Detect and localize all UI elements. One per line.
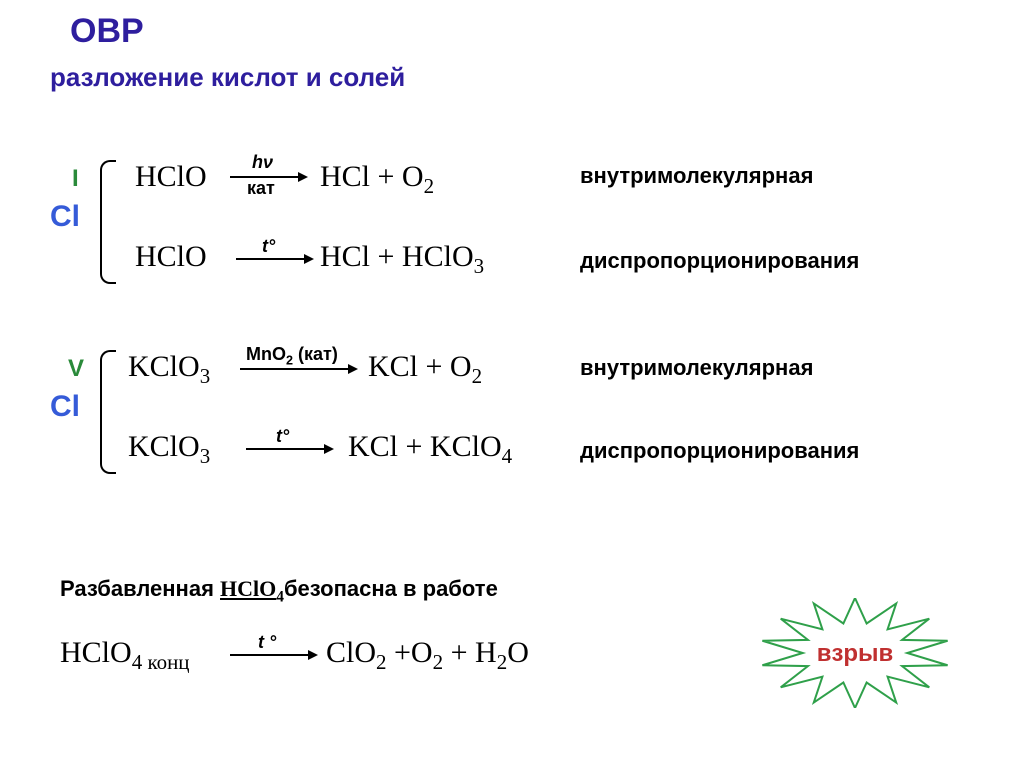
reaction-annotation: внутримолекулярная: [580, 163, 813, 189]
arrow-line: [236, 258, 306, 260]
group-brace: [100, 160, 116, 284]
oxidation-label: V: [68, 355, 84, 383]
final-cond: t °: [258, 632, 276, 653]
burst-svg: взрыв: [760, 598, 950, 708]
final-arrow-line: [230, 654, 310, 656]
arrow-condition-top: hν: [252, 152, 273, 173]
reaction-rhs: HCl + O2: [320, 160, 434, 199]
explosion-burst: взрыв: [760, 598, 950, 713]
arrow-condition-top: t°: [276, 426, 289, 447]
final-lhs: HClO4 конц: [60, 636, 190, 675]
reaction-lhs: KClO3: [128, 430, 210, 469]
cl-label: Cl: [50, 390, 80, 424]
arrow-condition-top: MnO2 (кат): [246, 344, 338, 368]
cl-label: Cl: [50, 200, 80, 234]
reaction-lhs: KClO3: [128, 350, 210, 389]
reaction-lhs: HClO: [135, 240, 207, 274]
reaction-annotation: диспропорционирования: [580, 438, 859, 464]
arrow-line: [240, 368, 350, 370]
oxidation-label: I: [72, 165, 79, 193]
reaction-rhs: HCl + HClO3: [320, 240, 484, 279]
arrow-condition-bottom: кат: [247, 178, 275, 199]
arrow-head: [324, 444, 334, 454]
reaction-annotation: диспропорционирования: [580, 248, 859, 274]
reaction-rhs: KCl + KClO4: [348, 430, 512, 469]
arrow-line: [246, 448, 326, 450]
reaction-rhs: KCl + O2: [368, 350, 482, 389]
arrow-head: [304, 254, 314, 264]
subtitle: разложение кислот и солей: [50, 62, 405, 93]
final-arrow-head: [308, 650, 318, 660]
group-brace: [100, 350, 116, 474]
note-prefix: Разбавленная: [60, 576, 220, 601]
note-formula: HClO4: [220, 576, 284, 601]
burst-text: взрыв: [817, 640, 894, 667]
reaction-annotation: внутримолекулярная: [580, 355, 813, 381]
arrow-head: [298, 172, 308, 182]
arrow-condition-top: t°: [262, 236, 275, 257]
main-title: ОВР: [70, 12, 144, 51]
final-rhs: ClO2 +O2 + H2O: [326, 636, 529, 675]
arrow-head: [348, 364, 358, 374]
note-suffix: безопасна в работе: [284, 576, 498, 601]
note-line: Разбавленная HClO4безопасна в работе: [60, 576, 498, 606]
reaction-lhs: HClO: [135, 160, 207, 194]
